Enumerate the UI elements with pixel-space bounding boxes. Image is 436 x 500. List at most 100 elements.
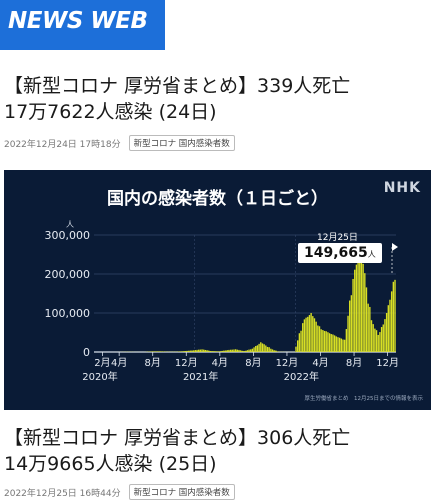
data-bar	[276, 351, 279, 352]
data-bar	[204, 349, 207, 352]
data-bar	[159, 351, 161, 352]
article-headline-1[interactable]: 【新型コロナ 厚労省まとめ】339人死亡 17万7622人感染 (24日)	[4, 73, 434, 125]
data-bar	[263, 344, 265, 352]
infection-chart[interactable]: 国内の感染者数（１日ごと） NHK 人 300,000 200,000 100,000…	[4, 170, 431, 410]
data-bar	[238, 349, 240, 352]
data-bar	[345, 329, 348, 352]
data-bar	[182, 351, 185, 352]
data-bar	[250, 349, 252, 352]
x-tick-label: 4月	[312, 357, 328, 369]
x-tick-label: 2月	[94, 357, 110, 369]
data-bar	[156, 351, 158, 352]
data-bar	[196, 349, 198, 352]
callout-unit: 人	[367, 250, 376, 259]
data-bar	[382, 324, 384, 352]
data-bar	[323, 330, 326, 352]
data-bar	[333, 335, 336, 352]
data-bar	[384, 319, 386, 352]
data-bar	[364, 273, 366, 352]
data-bar	[192, 350, 195, 352]
data-bar	[265, 345, 267, 352]
data-bar	[251, 348, 254, 352]
data-bar	[239, 350, 242, 352]
data-bar	[211, 351, 213, 352]
logo-text: NEWS WEB	[8, 8, 148, 34]
data-bar	[179, 351, 181, 352]
data-bar	[295, 346, 297, 352]
data-bar	[357, 262, 359, 352]
x-tick-label: 4月	[212, 357, 228, 369]
y-unit-label: 人	[66, 220, 74, 229]
data-bar	[234, 349, 237, 352]
data-bar	[308, 315, 311, 352]
data-bar	[349, 300, 351, 352]
x-tick-label: 12月	[376, 357, 399, 369]
data-bar	[208, 350, 210, 352]
data-bar	[392, 281, 395, 352]
news-web-logo[interactable]: NEWS WEB	[0, 0, 165, 50]
data-bar	[226, 350, 228, 352]
data-bar	[253, 347, 255, 352]
data-bar	[365, 287, 368, 352]
data-bar	[310, 313, 312, 352]
data-bar	[322, 330, 324, 352]
data-bar	[243, 350, 245, 352]
data-bar	[219, 351, 222, 352]
topic-tag[interactable]: 新型コロナ 国内感染者数	[128, 484, 235, 500]
data-bar	[151, 351, 153, 352]
x-tick-label: 8月	[245, 357, 261, 369]
data-bar	[248, 349, 250, 352]
data-bar	[360, 250, 363, 352]
article-headline-2[interactable]: 【新型コロナ 厚労省まとめ】306人死亡 14万9665人感染 (25日)	[4, 425, 434, 477]
x-tick-label: 8月	[346, 357, 362, 369]
y-tick-label: 200,000	[45, 268, 91, 281]
data-bar	[209, 351, 212, 352]
data-bar	[328, 333, 331, 352]
data-bar	[313, 318, 316, 352]
data-bar	[312, 316, 314, 352]
data-bar	[380, 327, 383, 352]
data-bar	[266, 346, 269, 352]
article-meta-2: 2022年12月25日 16時44分 新型コロナ 国内感染者数	[4, 484, 235, 500]
data-bar	[307, 316, 309, 352]
data-bar	[305, 317, 307, 352]
callout-arrow	[392, 243, 398, 251]
data-bar	[362, 263, 364, 352]
data-bar	[199, 349, 202, 352]
data-bar	[359, 256, 361, 352]
callout-value: 149,665人	[298, 243, 382, 263]
y-tick-label: 0	[83, 346, 90, 359]
data-bar	[181, 351, 183, 352]
data-bar	[256, 345, 259, 352]
data-bar	[367, 303, 369, 352]
data-bar	[198, 349, 200, 352]
data-bar	[342, 339, 344, 352]
data-bar	[189, 350, 192, 352]
article-date: 2022年12月24日 17時18分	[4, 139, 121, 150]
data-bar	[355, 264, 358, 352]
data-bar	[275, 350, 277, 352]
x-tick-label: 8月	[145, 357, 161, 369]
data-bar	[300, 330, 302, 352]
topic-tag[interactable]: 新型コロナ 国内感染者数	[128, 135, 235, 151]
x-tick-label: 4月	[111, 357, 127, 369]
data-bar	[297, 340, 299, 352]
headline-line-2: 14万9665人感染 (25日)	[4, 453, 217, 475]
x-year-label: 2022年	[284, 370, 319, 383]
data-bar	[154, 351, 156, 352]
data-bar	[221, 350, 223, 352]
data-bar	[340, 338, 343, 352]
data-bar	[302, 323, 304, 352]
data-bar	[390, 291, 393, 352]
data-bar	[236, 349, 238, 352]
chart-source-note: 厚生労働省まとめ 12月25日までの情報を表示	[304, 396, 424, 402]
data-bar	[273, 350, 275, 352]
data-bar	[318, 326, 321, 352]
data-bar	[327, 332, 329, 352]
data-bar	[372, 324, 374, 352]
data-bar	[343, 339, 346, 352]
data-bar	[216, 351, 218, 352]
data-bar	[261, 343, 264, 352]
data-bar	[389, 299, 391, 352]
nhk-logo: NHK	[383, 180, 421, 196]
